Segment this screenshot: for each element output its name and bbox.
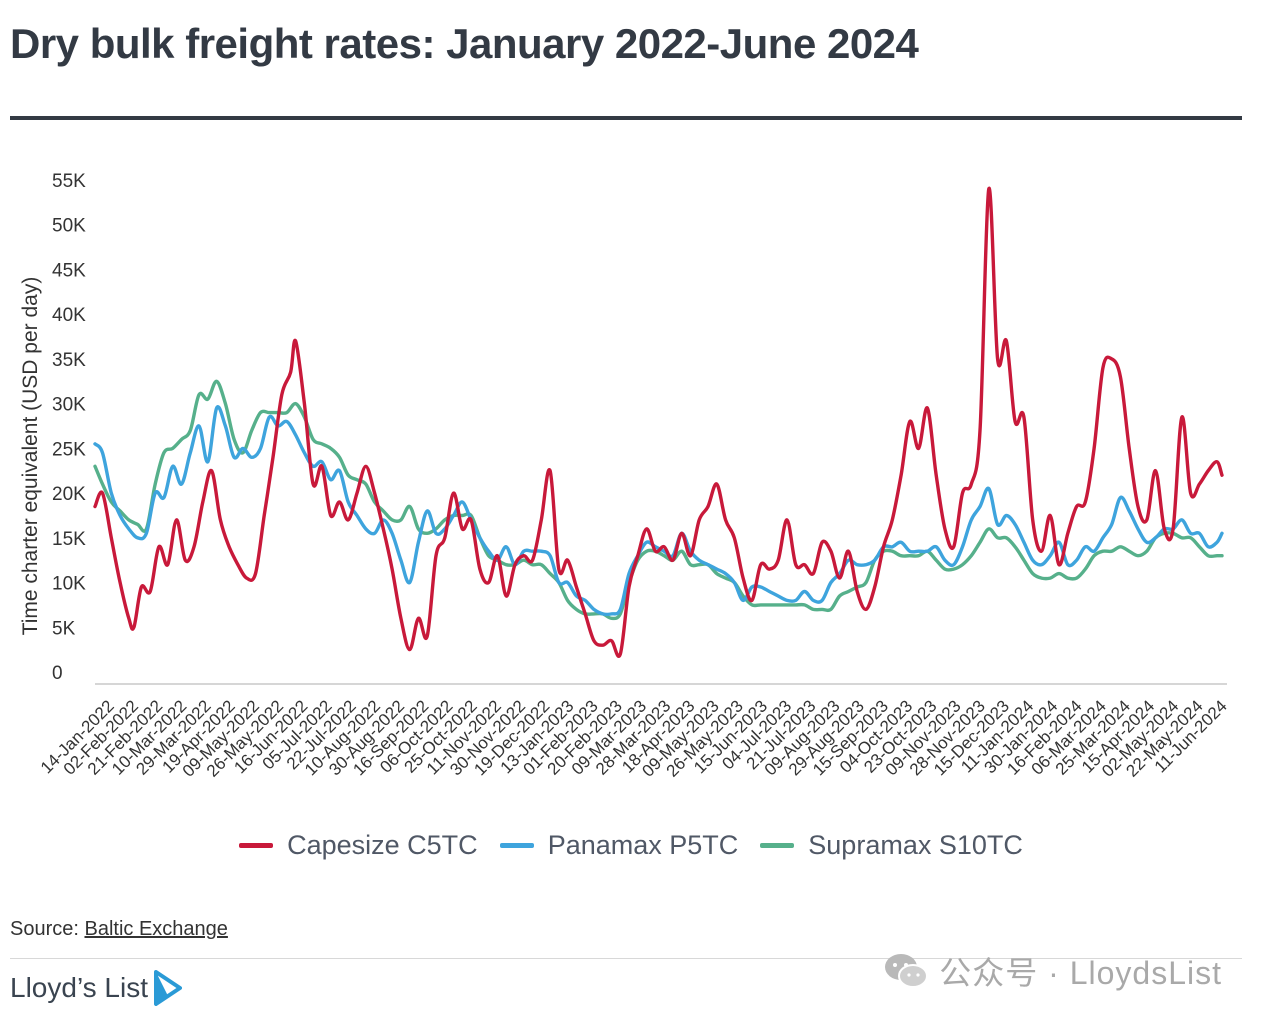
footer-divider — [10, 958, 1242, 959]
wechat-icon — [885, 954, 929, 988]
brand-name: Lloyd’s List — [10, 972, 149, 1003]
legend-swatch-supramax — [760, 843, 795, 848]
legend-item-capesize: Capesize C5TC — [239, 830, 478, 861]
y-tick-label: 15K — [52, 529, 86, 550]
freight-rates-line-chart: 0 5K 10K 15K 20K 25K 30K 35K 40K 45K 50K 55K Time c… — [19, 171, 1231, 781]
legend-label-capesize: Capesize C5TC — [287, 830, 478, 860]
y-tick-label: 55K — [52, 171, 86, 192]
source-prefix: Source: — [10, 918, 85, 940]
play-triangle-icon — [154, 970, 183, 1006]
y-tick-label: 5K — [52, 618, 76, 639]
source-link[interactable]: Baltic Exchange — [84, 918, 228, 940]
legend-swatch-panamax — [499, 843, 534, 848]
legend-swatch-capesize — [239, 843, 274, 848]
y-tick-label: 40K — [52, 305, 86, 326]
chart-legend: Capesize C5TC Panamax P5TC Supramax S10T… — [0, 830, 1262, 861]
legend-label-supramax: Supramax S10TC — [808, 830, 1023, 860]
wechat-watermark: 公众号 · LloydsList — [883, 948, 1222, 994]
capesize-line — [93, 187, 1224, 658]
series-layer — [93, 187, 1224, 658]
y-tick-label: 50K — [52, 216, 86, 237]
brand-logo: Lloyd’s List — [10, 970, 183, 1006]
y-tick-label: 25K — [52, 439, 86, 460]
y-tick-label: 10K — [52, 574, 86, 595]
y-tick-label: 20K — [52, 484, 86, 505]
y-tick-label: 30K — [52, 395, 86, 416]
page-title: Dry bulk freight rates: January 2022-Jun… — [10, 20, 919, 67]
y-axis-label: Time charter equivalent (USD per day) — [19, 277, 42, 636]
source-note: Source: Baltic Exchange — [10, 918, 228, 941]
supramax-line — [93, 379, 1224, 621]
y-tick-label: 45K — [52, 260, 86, 281]
legend-label-panamax: Panamax P5TC — [547, 830, 739, 860]
y-axis: 0 5K 10K 15K 20K 25K 30K 35K 40K 45K 50K 55K — [52, 171, 86, 684]
legend-item-supramax: Supramax S10TC — [760, 830, 1023, 861]
y-tick-label: 35K — [52, 350, 86, 371]
watermark-text: 公众号 · LloydsList — [939, 955, 1222, 991]
legend-item-panamax: Panamax P5TC — [499, 830, 739, 861]
title-divider — [10, 116, 1242, 120]
x-axis: 14-Jan-202202-Feb-202221-Feb-202210-Mar-… — [37, 696, 1231, 780]
y-tick-label: 0 — [52, 663, 63, 684]
